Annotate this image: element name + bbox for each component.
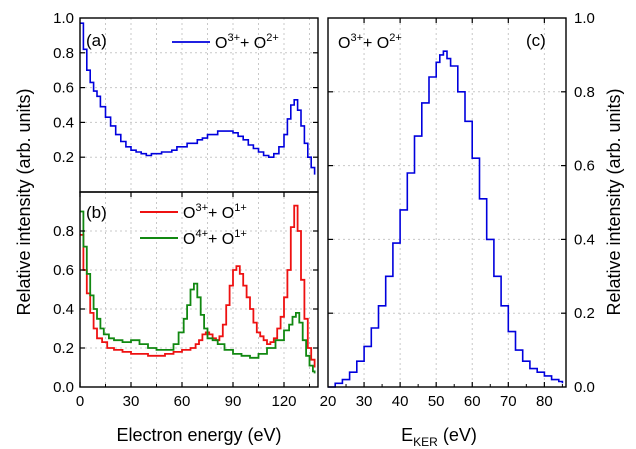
- y-tick-label: 0.4: [574, 231, 595, 248]
- x-tick-label: 20: [320, 393, 337, 410]
- y-tick-label: 0.2: [53, 340, 74, 357]
- y-tick-label: 0.6: [574, 158, 595, 175]
- y-tick-label: 0.0: [53, 379, 74, 396]
- series-line-o3-o1: [80, 204, 316, 368]
- y-tick-label: 0.8: [53, 45, 74, 62]
- y-tick-label: 0.6: [53, 80, 74, 97]
- x-tick-label: 0: [76, 393, 84, 410]
- panel-label: (b): [86, 203, 107, 222]
- y-tick-label: 0.4: [53, 301, 74, 318]
- series-line-ker: [328, 50, 564, 388]
- legend-label: O3++ O1+: [183, 202, 247, 222]
- y-tick-label: 1.0: [53, 10, 74, 27]
- legend-label: O3++ O2+: [338, 32, 402, 52]
- x-tick-label: 80: [536, 393, 553, 410]
- panel-label: (c): [526, 31, 546, 50]
- panel-b-frame: [79, 191, 319, 388]
- x-tick-label: 50: [428, 393, 445, 410]
- y-tick-label: 0.0: [574, 379, 595, 396]
- panel-a-frame: [79, 17, 319, 193]
- x-axis-label: Electron energy (eV): [116, 425, 281, 445]
- x-tick-label: 120: [271, 393, 296, 410]
- legend-label: O3++ O2+: [215, 32, 279, 52]
- series-line-o4-o1: [80, 210, 316, 374]
- y-tick-label: 0.2: [53, 149, 74, 166]
- panel-label: (a): [86, 31, 107, 50]
- x-axis-label: EKER (eV): [401, 425, 477, 449]
- x-tick-label: 60: [174, 393, 191, 410]
- legend-label: O4++ O1+: [183, 228, 247, 248]
- y-tick-label: 0.2: [574, 305, 595, 322]
- y-tick-label: 0.8: [574, 84, 595, 101]
- y-tick-label: 0.4: [53, 114, 74, 131]
- x-tick-label: 40: [392, 393, 409, 410]
- x-tick-label: 30: [356, 393, 373, 410]
- panel-c-frame: [327, 17, 567, 388]
- x-tick-label: 70: [500, 393, 517, 410]
- series-line-o3-o2: [80, 22, 316, 175]
- x-tick-label: 30: [123, 393, 140, 410]
- y-tick-label: 0.6: [53, 262, 74, 279]
- x-tick-label: 60: [464, 393, 481, 410]
- y-tick-label: 1.0: [574, 10, 595, 27]
- y-axis-label: Relative intensity (arb. units): [14, 88, 34, 315]
- y-tick-label: 0.8: [53, 223, 74, 240]
- y-axis-label: Relative intensity (arb. units): [604, 88, 624, 315]
- x-tick-label: 90: [225, 393, 242, 410]
